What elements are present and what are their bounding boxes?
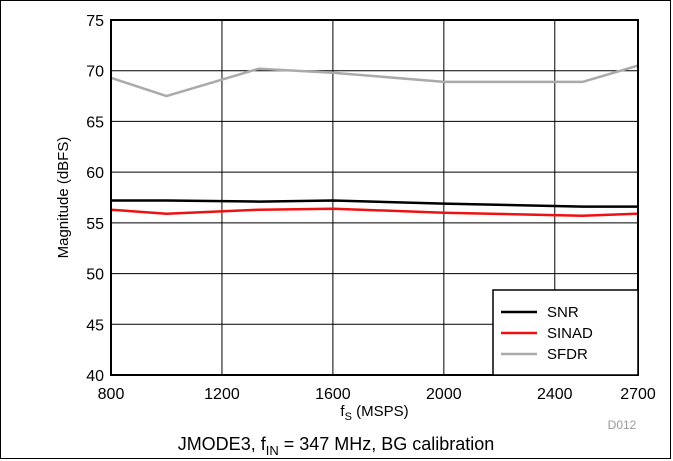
series-layer [110, 64, 639, 218]
legend-label-sfdr: SFDR [547, 346, 588, 363]
y-tick-label: 75 [86, 13, 104, 30]
y-tick-labels: 40 45 50 55 60 65 70 75 [86, 13, 104, 385]
x-tick-label: 1200 [204, 386, 240, 403]
y-tick-label: 70 [86, 64, 104, 81]
x-tick-labels: 800 1200 1600 2000 2400 2700 [98, 386, 656, 403]
x-axis-label-subscript: S [345, 411, 352, 423]
y-tick-label: 40 [86, 368, 104, 385]
series-line-snr [111, 199, 638, 208]
x-tick-label: 2700 [620, 386, 656, 403]
y-tick-label: 60 [86, 165, 104, 182]
x-tick-label: 1600 [315, 386, 351, 403]
x-tick-label: 2400 [537, 386, 573, 403]
x-axis-label-rest: (MSPS) [352, 403, 409, 420]
legend-label-sinad: SINAD [547, 325, 593, 342]
x-tick-label: 2000 [426, 386, 462, 403]
x-axis-label: fS (MSPS) [340, 403, 408, 423]
series-line-sinad [110, 207, 639, 218]
y-tick-label: 55 [86, 216, 104, 233]
legend-label-snr: SNR [547, 304, 579, 321]
y-tick-label: 65 [86, 114, 104, 131]
x-axis-label-main: f [340, 403, 345, 420]
series-line-sfdr [110, 64, 639, 98]
y-tick-label: 50 [86, 267, 104, 284]
y-tick-label: 45 [86, 317, 104, 334]
caption-subscript: IN [266, 443, 279, 458]
caption-rest: = 347 MHz, BG calibration [279, 434, 495, 454]
plot-border [110, 19, 639, 376]
caption-main: JMODE3, f [178, 434, 267, 454]
figure-code: D012 [608, 418, 637, 432]
y-axis-label: Magnitude (dBFS) [55, 137, 72, 259]
legend: SNR SINAD SFDR [492, 289, 639, 376]
x-tick-label: 800 [98, 386, 125, 403]
chart-caption: JMODE3, fIN = 347 MHz, BG calibration [178, 434, 495, 458]
